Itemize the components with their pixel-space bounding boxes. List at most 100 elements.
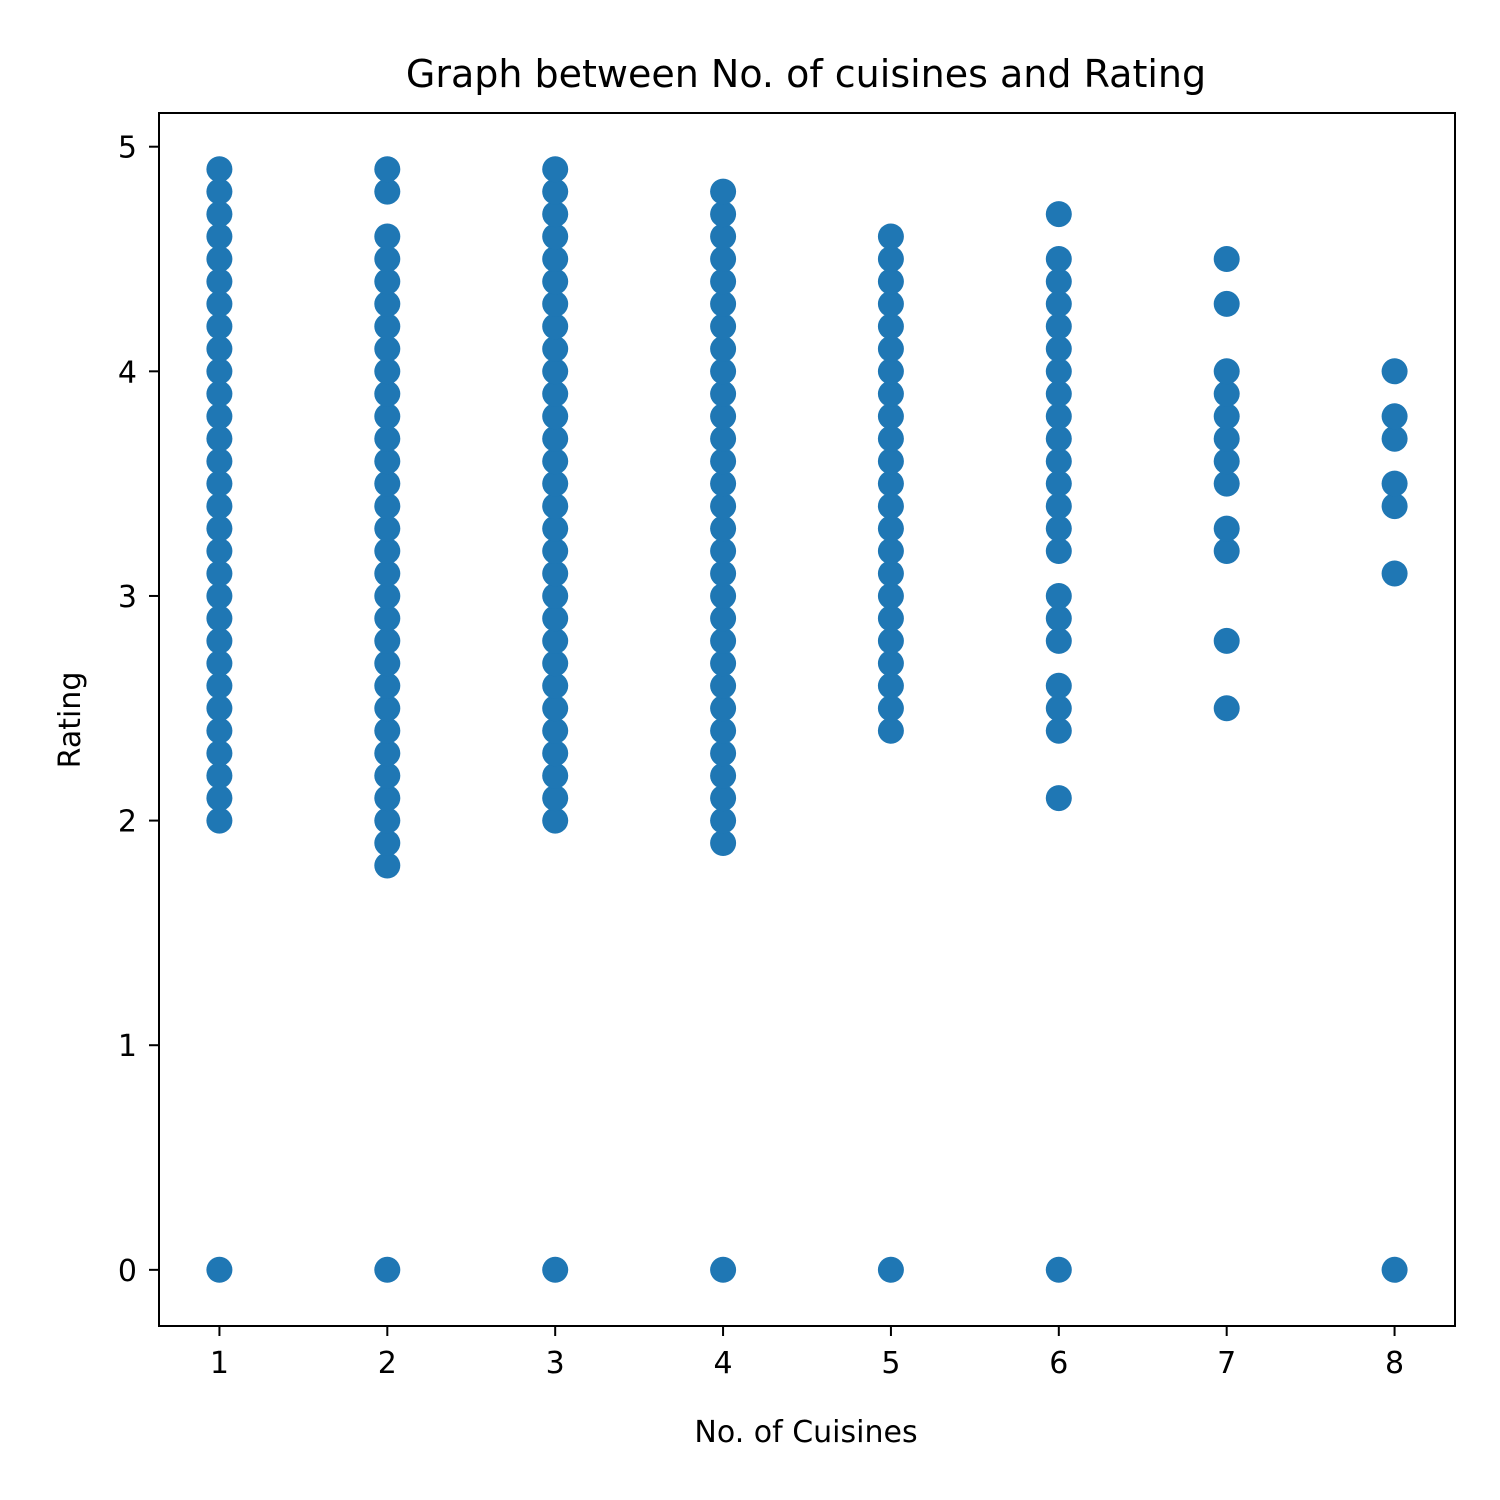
data-point xyxy=(374,807,401,834)
data-point xyxy=(374,583,401,609)
data-point xyxy=(710,560,737,587)
data-point xyxy=(206,605,233,632)
data-point xyxy=(1045,717,1072,744)
data-point xyxy=(206,178,233,205)
data-point xyxy=(877,358,904,385)
data-point xyxy=(877,313,904,340)
data-point xyxy=(206,785,233,812)
x-tick-label: 2 xyxy=(378,1346,397,1381)
data-point xyxy=(1213,448,1240,475)
data-point xyxy=(710,762,737,789)
data-point xyxy=(710,650,737,677)
data-point xyxy=(542,223,569,250)
data-point xyxy=(1045,672,1072,699)
data-point xyxy=(374,156,401,183)
data-point xyxy=(877,538,904,564)
data-point xyxy=(374,785,401,812)
data-point xyxy=(877,717,904,744)
data-point xyxy=(710,358,737,385)
data-point xyxy=(206,672,233,699)
data-point xyxy=(374,223,401,250)
data-point xyxy=(374,762,401,789)
data-point xyxy=(1381,403,1408,430)
data-point xyxy=(1045,538,1072,564)
data-point xyxy=(542,605,569,632)
y-tick-label: 4 xyxy=(118,355,137,390)
data-point xyxy=(710,1256,737,1283)
data-point xyxy=(206,290,233,317)
data-point xyxy=(1045,627,1072,654)
data-point xyxy=(1213,358,1240,385)
y-tick-label: 5 xyxy=(118,131,137,166)
data-point xyxy=(206,493,233,520)
data-point xyxy=(206,762,233,789)
data-point xyxy=(877,246,904,272)
data-point xyxy=(1045,403,1072,430)
data-point xyxy=(710,380,737,407)
data-point xyxy=(374,358,401,385)
data-point xyxy=(877,425,904,452)
data-point xyxy=(710,470,737,497)
data-point xyxy=(206,650,233,677)
data-point xyxy=(206,268,233,295)
data-point xyxy=(877,335,904,362)
data-point xyxy=(542,403,569,430)
data-point xyxy=(542,538,569,564)
data-point xyxy=(542,335,569,362)
data-point xyxy=(374,830,401,856)
data-point xyxy=(877,605,904,632)
data-point xyxy=(206,740,233,767)
data-point xyxy=(206,223,233,250)
data-point xyxy=(374,627,401,654)
data-point xyxy=(206,695,233,722)
data-point xyxy=(374,717,401,744)
data-point xyxy=(542,740,569,767)
data-point xyxy=(374,425,401,452)
data-point xyxy=(1213,246,1240,272)
data-point xyxy=(374,852,401,879)
data-point xyxy=(374,493,401,520)
y-axis-label: Rating xyxy=(53,672,88,769)
data-point xyxy=(542,695,569,722)
data-point xyxy=(542,650,569,677)
data-point xyxy=(1045,605,1072,632)
data-point xyxy=(1381,560,1408,587)
data-point xyxy=(542,672,569,699)
data-point xyxy=(877,493,904,520)
data-point xyxy=(1213,380,1240,407)
data-point xyxy=(542,156,569,183)
y-tick-label: 0 xyxy=(118,1254,137,1289)
data-point xyxy=(542,583,569,609)
data-point xyxy=(206,1256,233,1283)
data-point xyxy=(206,425,233,452)
data-point xyxy=(710,223,737,250)
data-point xyxy=(542,246,569,272)
data-point xyxy=(1213,538,1240,564)
data-point xyxy=(374,403,401,430)
data-point xyxy=(710,830,737,856)
data-point xyxy=(206,201,233,228)
data-point xyxy=(206,583,233,609)
data-point xyxy=(374,313,401,340)
x-axis-ticks: 1 2 3 4 5 6 7 8 xyxy=(210,1326,1404,1381)
data-point xyxy=(206,627,233,654)
x-tick-label: 6 xyxy=(1049,1346,1068,1381)
data-point xyxy=(877,1256,904,1283)
data-point xyxy=(1381,425,1408,452)
data-point xyxy=(1213,290,1240,317)
data-point xyxy=(374,380,401,407)
data-point xyxy=(877,695,904,722)
data-point xyxy=(1381,358,1408,385)
data-point xyxy=(542,560,569,587)
data-point xyxy=(710,515,737,542)
data-point xyxy=(877,560,904,587)
data-point xyxy=(1045,470,1072,497)
data-point xyxy=(710,605,737,632)
data-point xyxy=(1045,313,1072,340)
x-tick-label: 4 xyxy=(714,1346,733,1381)
data-point xyxy=(877,672,904,699)
data-point xyxy=(206,335,233,362)
data-point xyxy=(877,470,904,497)
data-point xyxy=(206,470,233,497)
data-point xyxy=(374,560,401,587)
